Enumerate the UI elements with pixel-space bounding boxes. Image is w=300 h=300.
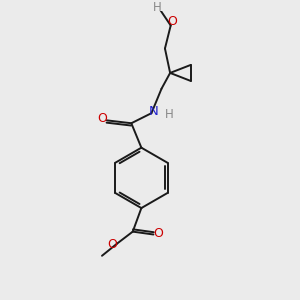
Text: H: H xyxy=(153,1,162,13)
Text: N: N xyxy=(148,105,158,118)
Text: O: O xyxy=(107,238,117,251)
Text: H: H xyxy=(165,108,174,121)
Text: O: O xyxy=(97,112,107,125)
Text: O: O xyxy=(167,15,177,28)
Text: O: O xyxy=(154,227,164,240)
